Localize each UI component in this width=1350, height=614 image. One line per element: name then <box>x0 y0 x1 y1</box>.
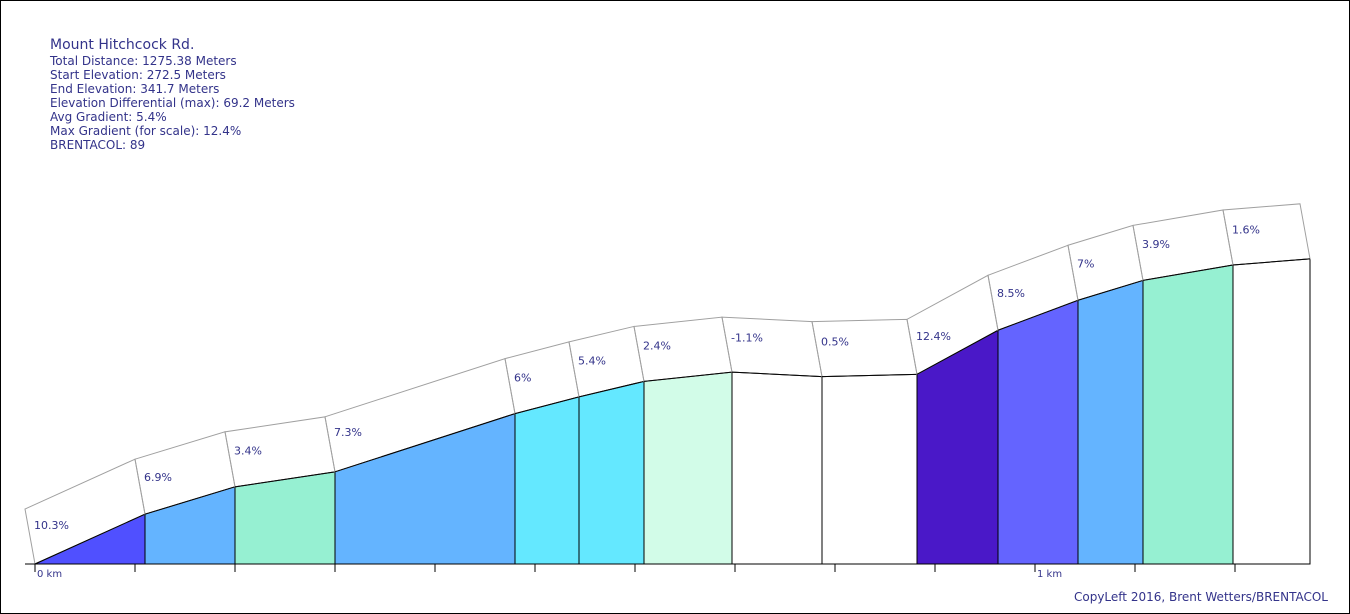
segment-fill <box>514 396 580 565</box>
gradient-label: 1.6% <box>1232 224 1260 237</box>
segment-fill <box>578 380 645 565</box>
total-distance: Total Distance: 1275.38 Meters <box>50 54 237 68</box>
segment-profile-line <box>234 471 336 488</box>
gradient-label: 7% <box>1077 258 1094 271</box>
gradient-label: 10.3% <box>34 519 69 532</box>
segment-profile-line <box>997 299 1079 331</box>
route-title: Mount Hitchcock Rd. <box>50 37 195 53</box>
end-elevation: End Elevation: 341.7 Meters <box>50 82 220 96</box>
segment-profile-line <box>731 371 823 378</box>
segment-profile-line <box>514 396 580 415</box>
brentacol-score: BRENTACOL: 89 <box>50 138 146 152</box>
gradient-label: 7.3% <box>334 426 362 439</box>
segment-fill <box>334 412 516 565</box>
segment-fill <box>916 329 999 565</box>
gradient-label: 3.9% <box>1142 238 1170 251</box>
segment-fill <box>997 299 1079 565</box>
gradient-label: 2.4% <box>643 340 671 353</box>
segment-fill <box>144 486 236 565</box>
gradient-label: 5.4% <box>578 355 606 368</box>
x-tick-label: 0 km <box>37 569 62 580</box>
segment-profile-line <box>821 373 918 378</box>
gradient-label: 3.4% <box>234 445 262 458</box>
segment-fill <box>643 371 733 565</box>
info-panel: Mount Hitchcock Rd. Total Distance: 1275… <box>50 37 295 152</box>
avg-gradient: Avg Gradient: 5.4% <box>50 110 167 124</box>
segment-profile-line <box>34 513 146 565</box>
segment-fill <box>1142 264 1234 565</box>
segment-profile-line <box>916 329 999 375</box>
gradient-label: 8.5% <box>997 287 1025 300</box>
segment-fill <box>731 371 823 565</box>
segment-profile-line <box>1232 258 1311 266</box>
segment-fill <box>234 471 336 565</box>
segment-profile-line <box>643 371 733 382</box>
segment-profile-line <box>578 380 645 398</box>
segment-fill <box>1077 279 1144 565</box>
start-elevation: Start Elevation: 272.5 Meters <box>50 68 226 82</box>
segment-fill <box>1232 258 1311 565</box>
gradient-label: 12.4% <box>916 330 951 343</box>
gradient-label: 0.5% <box>821 335 849 348</box>
segment-profile-line <box>1142 264 1234 281</box>
segment-profile-line <box>144 486 236 515</box>
segment-profile-line <box>334 413 516 473</box>
x-tick-label: 1 km <box>1037 569 1062 580</box>
max-gradient: Max Gradient (for scale): 12.4% <box>50 124 242 138</box>
segment-top-band <box>721 316 823 378</box>
gradient-label: 6% <box>514 371 531 384</box>
segment-profile-line <box>1077 279 1144 301</box>
elevation-differential: Elevation Differential (max): 69.2 Meter… <box>50 96 295 110</box>
gradient-label: 6.9% <box>144 471 172 484</box>
copyright-text: CopyLeft 2016, Brent Wetters/BRENTACOL <box>1073 590 1328 604</box>
segment-fill <box>821 373 918 565</box>
gradient-label: -1.1% <box>731 332 763 345</box>
